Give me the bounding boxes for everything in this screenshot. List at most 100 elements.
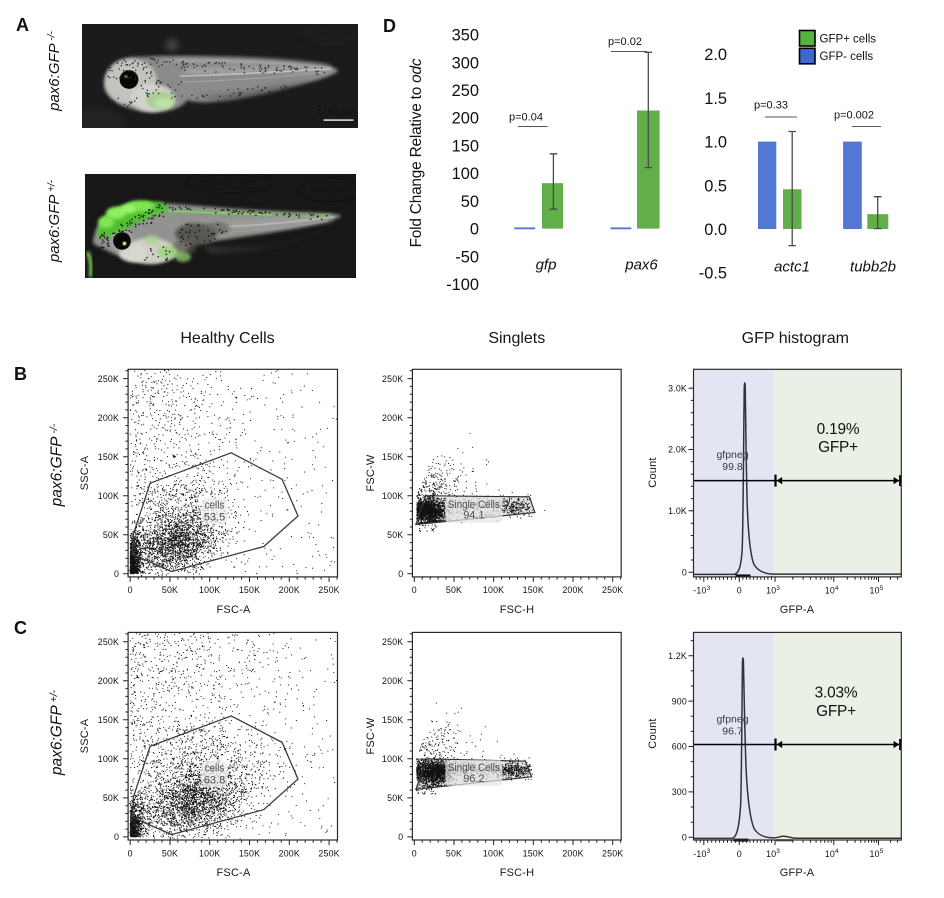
svg-text:94.1: 94.1 [463, 510, 484, 522]
svg-text:150K: 150K [523, 585, 544, 595]
svg-text:250K: 250K [602, 585, 623, 595]
svg-text:pax6:GFP -/-: pax6:GFP -/- [48, 423, 66, 507]
svg-text:0: 0 [470, 221, 479, 239]
svg-text:0: 0 [114, 569, 119, 579]
svg-text:SSC-A: SSC-A [79, 718, 91, 753]
svg-text:p=0.33: p=0.33 [754, 100, 788, 112]
svg-text:200K: 200K [382, 413, 403, 423]
svg-text:250K: 250K [318, 585, 339, 595]
svg-text:p=0.02: p=0.02 [608, 36, 642, 48]
svg-text:GFP histogram: GFP histogram [742, 330, 849, 347]
svg-text:104: 104 [825, 848, 839, 859]
svg-text:GFP-A: GFP-A [780, 604, 815, 616]
svg-text:100K: 100K [483, 848, 504, 858]
svg-text:FSC-W: FSC-W [365, 454, 377, 491]
svg-text:C: C [14, 618, 27, 638]
svg-text:900: 900 [672, 696, 687, 706]
svg-text:0: 0 [682, 833, 687, 843]
svg-text:100K: 100K [199, 585, 220, 595]
svg-text:150K: 150K [98, 452, 119, 462]
svg-text:FSC-A: FSC-A [217, 867, 251, 879]
svg-text:D: D [383, 16, 396, 36]
svg-text:2.0K: 2.0K [668, 445, 687, 455]
svg-text:200K: 200K [98, 413, 119, 423]
svg-text:100K: 100K [98, 754, 119, 764]
svg-text:50K: 50K [162, 848, 178, 858]
svg-text:3.03%: 3.03% [815, 685, 858, 702]
svg-text:100K: 100K [98, 491, 119, 501]
svg-text:150K: 150K [98, 715, 119, 725]
svg-text:50K: 50K [446, 585, 462, 595]
svg-text:150K: 150K [382, 715, 403, 725]
svg-text:1.0: 1.0 [704, 134, 727, 152]
svg-text:100K: 100K [199, 848, 220, 858]
svg-text:103: 103 [766, 848, 780, 859]
svg-text:Count: Count [647, 718, 659, 748]
svg-text:1.5: 1.5 [704, 90, 727, 108]
svg-text:300: 300 [672, 787, 687, 797]
svg-text:100K: 100K [382, 491, 403, 501]
svg-text:250K: 250K [98, 637, 119, 647]
svg-text:Single Cells: Single Cells [448, 762, 500, 774]
svg-text:0: 0 [128, 585, 133, 595]
svg-text:50K: 50K [103, 793, 119, 803]
svg-text:B: B [14, 364, 27, 384]
svg-text:250K: 250K [382, 637, 403, 647]
svg-text:250K: 250K [98, 374, 119, 384]
svg-text:actc1: actc1 [774, 259, 810, 276]
svg-text:150K: 150K [382, 452, 403, 462]
svg-text:GFP+: GFP+ [816, 703, 856, 720]
svg-text:105: 105 [870, 585, 884, 596]
svg-text:GFP+ cells: GFP+ cells [820, 33, 877, 45]
svg-text:100K: 100K [483, 585, 504, 595]
svg-text:0: 0 [412, 585, 417, 595]
svg-text:gfpneg: gfpneg [716, 714, 748, 726]
svg-text:FSC-W: FSC-W [365, 717, 377, 754]
svg-text:SSC-A: SSC-A [79, 455, 91, 490]
svg-text:pax6:GFP -/-: pax6:GFP -/- [46, 30, 63, 111]
svg-text:FSC-H: FSC-H [500, 867, 535, 879]
svg-text:GFP- cells: GFP- cells [820, 51, 874, 63]
svg-text:gfpneg: gfpneg [716, 449, 748, 461]
svg-text:250K: 250K [318, 848, 339, 858]
svg-text:105: 105 [870, 848, 884, 859]
svg-text:200K: 200K [562, 585, 583, 595]
svg-text:0: 0 [412, 848, 417, 858]
svg-text:100K: 100K [382, 754, 403, 764]
svg-text:150: 150 [452, 138, 479, 156]
svg-text:350: 350 [452, 27, 479, 45]
svg-text:50K: 50K [162, 585, 178, 595]
svg-text:gfp: gfp [536, 257, 557, 274]
svg-text:0: 0 [737, 586, 742, 596]
svg-text:150K: 150K [239, 848, 260, 858]
svg-text:50K: 50K [103, 530, 119, 540]
svg-text:200K: 200K [279, 585, 300, 595]
svg-text:0: 0 [737, 849, 742, 859]
svg-text:200K: 200K [562, 848, 583, 858]
svg-text:103: 103 [766, 585, 780, 596]
svg-text:pax6: pax6 [624, 257, 658, 274]
svg-text:96.7: 96.7 [722, 726, 743, 738]
svg-text:0.5: 0.5 [704, 177, 727, 195]
svg-text:50: 50 [461, 193, 479, 211]
svg-text:50K: 50K [387, 793, 403, 803]
svg-text:50K: 50K [387, 530, 403, 540]
svg-text:0: 0 [128, 848, 133, 858]
svg-text:0: 0 [398, 569, 403, 579]
svg-text:96.2: 96.2 [463, 773, 484, 785]
svg-text:0: 0 [682, 568, 687, 578]
svg-text:200K: 200K [382, 676, 403, 686]
svg-text:-0.5: -0.5 [699, 265, 727, 283]
svg-text:200K: 200K [279, 848, 300, 858]
svg-text:1.0K: 1.0K [668, 506, 687, 516]
svg-text:250: 250 [452, 82, 479, 100]
svg-text:1.2K: 1.2K [668, 651, 687, 661]
svg-text:Count: Count [647, 457, 659, 487]
svg-text:63.8: 63.8 [204, 774, 225, 786]
svg-text:A: A [16, 15, 29, 35]
svg-text:3.0K: 3.0K [668, 384, 687, 394]
svg-text:GFP+: GFP+ [818, 439, 858, 456]
svg-text:cells: cells [205, 763, 225, 775]
svg-text:-100: -100 [446, 276, 479, 294]
svg-text:Healthy Cells: Healthy Cells [180, 330, 274, 347]
